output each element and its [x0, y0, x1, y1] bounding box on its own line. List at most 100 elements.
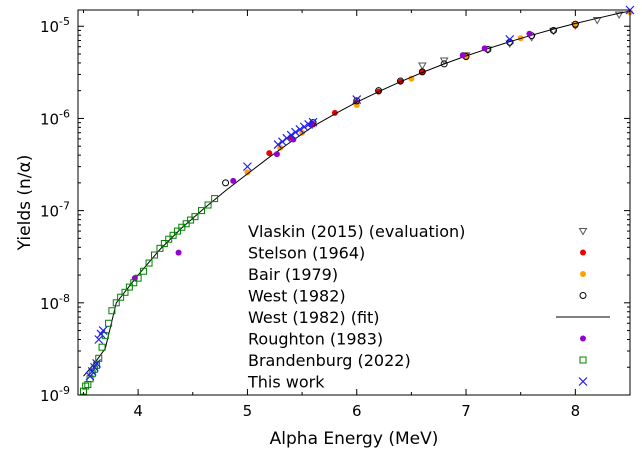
- data-point: [117, 293, 125, 301]
- data-point: [614, 11, 624, 20]
- data-point: [105, 319, 113, 327]
- legend-entry: Bair (1979): [248, 265, 586, 284]
- data-point: [211, 195, 219, 203]
- data-point: [580, 335, 586, 342]
- data-point: [82, 382, 90, 390]
- data-point: [85, 371, 95, 381]
- data-point: [549, 27, 558, 36]
- data-point: [481, 45, 488, 52]
- data-point: [578, 377, 588, 386]
- data-point: [156, 244, 164, 252]
- data-point: [579, 292, 587, 299]
- legend-entry: Roughton (1983): [248, 330, 586, 349]
- data-point: [125, 283, 133, 291]
- legend-label: Roughton (1983): [248, 330, 383, 349]
- data-point: [580, 249, 586, 256]
- data-point: [505, 40, 515, 48]
- x-tick-label: 7: [461, 402, 471, 420]
- legend-label: West (1982): [248, 287, 346, 306]
- data-point: [440, 60, 448, 68]
- legend-label: West (1982) (fit): [248, 308, 380, 327]
- x-tick-label: 8: [571, 402, 581, 420]
- plot-marks: [79, 5, 635, 395]
- data-point: [108, 307, 116, 315]
- legend-label: Vlaskin (2015) (evaluation): [248, 222, 465, 241]
- data-point: [151, 251, 159, 259]
- data-point: [222, 179, 230, 187]
- legend-entry: Stelson (1964): [248, 244, 586, 263]
- data-point: [140, 267, 148, 275]
- data-point: [418, 68, 426, 76]
- x-axis: 4 5 6 7 8: [82, 10, 631, 420]
- data-point: [408, 75, 415, 82]
- data-point: [277, 144, 284, 151]
- data-point: [526, 30, 533, 37]
- data-point: [160, 239, 168, 247]
- y-tick-label: 10-7: [40, 200, 70, 221]
- y-axis: 10-9 10-8 10-7 10-6 10-5: [40, 15, 630, 405]
- data-point: [121, 288, 129, 296]
- data-point: [579, 356, 587, 364]
- data-point: [291, 127, 300, 137]
- x-tick-label: 5: [243, 402, 253, 420]
- data-point: [299, 122, 309, 132]
- data-point: [204, 201, 212, 209]
- data-point: [93, 361, 101, 369]
- data-point: [505, 34, 515, 44]
- data-point: [273, 140, 283, 150]
- data-point: [130, 279, 138, 287]
- data-point: [98, 343, 106, 351]
- data-point: [182, 220, 190, 228]
- data-point: [299, 129, 306, 136]
- data-point: [282, 133, 292, 143]
- data-point: [244, 169, 251, 176]
- legend-entry: This work: [247, 373, 588, 392]
- data-point: [98, 326, 108, 335]
- y-tick-label: 10-6: [40, 107, 70, 128]
- data-point: [92, 359, 102, 368]
- legend-entry: West (1982) (fit): [248, 308, 610, 327]
- legend-label: Brandenburg (2022): [248, 351, 411, 370]
- data-point: [308, 117, 318, 127]
- data-point: [592, 16, 602, 25]
- x-axis-label: Alpha Energy (MeV): [270, 429, 439, 449]
- legend-entry: West (1982): [248, 287, 587, 306]
- fit-line: [83, 10, 631, 377]
- data-point: [273, 151, 280, 158]
- data-point: [578, 228, 588, 236]
- legend-entry: Brandenburg (2022): [248, 351, 587, 370]
- y-tick-label: 10-9: [40, 384, 70, 405]
- legend-label: This work: [247, 373, 325, 392]
- legend-entry: Vlaskin (2015) (evaluation): [248, 222, 588, 241]
- data-point: [266, 150, 273, 157]
- data-point: [198, 207, 206, 215]
- data-point: [145, 259, 153, 267]
- data-point: [286, 130, 296, 140]
- data-point: [243, 162, 252, 172]
- data-point: [87, 367, 97, 376]
- data-point: [191, 213, 199, 221]
- data-point: [230, 177, 237, 184]
- series-west-1982-fit: [83, 10, 631, 377]
- x-tick-label: 6: [352, 402, 362, 420]
- y-tick-label: 10-8: [40, 292, 70, 313]
- data-point: [295, 124, 305, 134]
- plot-frame: [77, 9, 631, 396]
- data-point: [112, 299, 120, 307]
- data-point: [134, 274, 142, 282]
- y-tick-label: 10-5: [40, 15, 70, 36]
- legend: Vlaskin (2015) (evaluation) Stelson (1964…: [247, 222, 610, 392]
- data-point: [175, 249, 182, 256]
- x-tick-label: 4: [133, 402, 143, 420]
- data-point: [165, 235, 173, 243]
- data-point: [580, 271, 586, 277]
- data-point: [352, 95, 362, 105]
- data-point: [304, 120, 314, 129]
- y-axis-label: Yields (n/α): [15, 155, 35, 252]
- data-point: [173, 227, 181, 235]
- legend-label: Bair (1979): [248, 265, 338, 284]
- data-point: [169, 231, 177, 239]
- data-point: [277, 137, 287, 147]
